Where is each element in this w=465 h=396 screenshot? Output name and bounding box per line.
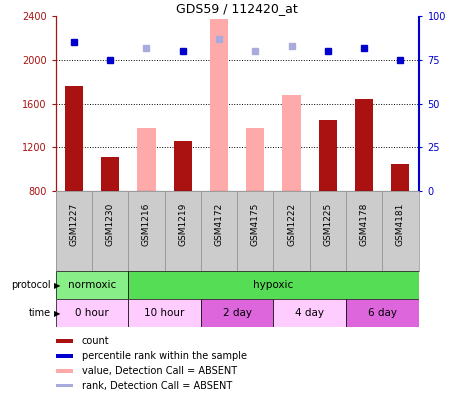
Bar bbox=[137, 128, 155, 191]
Text: normoxic: normoxic bbox=[68, 280, 116, 290]
Bar bbox=[56, 339, 73, 343]
Text: rank, Detection Call = ABSENT: rank, Detection Call = ABSENT bbox=[82, 381, 232, 390]
Bar bbox=[101, 157, 119, 191]
Title: GDS59 / 112420_at: GDS59 / 112420_at bbox=[176, 2, 298, 15]
Bar bbox=[319, 120, 337, 191]
Text: GSM1222: GSM1222 bbox=[287, 203, 296, 246]
Text: hypoxic: hypoxic bbox=[253, 280, 293, 290]
Text: count: count bbox=[82, 336, 109, 346]
Text: protocol: protocol bbox=[12, 280, 51, 290]
Text: GSM4175: GSM4175 bbox=[251, 203, 260, 246]
Text: GSM1219: GSM1219 bbox=[178, 203, 187, 246]
Bar bbox=[273, 299, 346, 327]
Text: ▶: ▶ bbox=[53, 280, 60, 289]
Bar bbox=[210, 19, 228, 191]
Text: GSM4172: GSM4172 bbox=[214, 203, 224, 246]
Text: GSM4178: GSM4178 bbox=[359, 203, 369, 246]
Bar bbox=[56, 299, 128, 327]
Text: 6 day: 6 day bbox=[368, 308, 397, 318]
Text: value, Detection Call = ABSENT: value, Detection Call = ABSENT bbox=[82, 366, 237, 376]
Text: time: time bbox=[29, 308, 51, 318]
Bar bbox=[128, 271, 418, 299]
Text: GSM1227: GSM1227 bbox=[69, 203, 79, 246]
Bar bbox=[128, 299, 201, 327]
Text: GSM1225: GSM1225 bbox=[323, 203, 332, 246]
Text: 10 hour: 10 hour bbox=[145, 308, 185, 318]
Text: 2 day: 2 day bbox=[223, 308, 252, 318]
Bar bbox=[346, 299, 418, 327]
Bar bbox=[65, 86, 83, 191]
Text: GSM1230: GSM1230 bbox=[106, 203, 115, 246]
Text: GSM4181: GSM4181 bbox=[396, 203, 405, 246]
Bar bbox=[173, 141, 192, 191]
Bar bbox=[201, 299, 273, 327]
Bar bbox=[56, 354, 73, 358]
Bar bbox=[282, 95, 300, 191]
Text: ▶: ▶ bbox=[53, 308, 60, 318]
Bar bbox=[56, 369, 73, 373]
Text: 0 hour: 0 hour bbox=[75, 308, 109, 318]
Text: GSM1216: GSM1216 bbox=[142, 203, 151, 246]
Bar bbox=[246, 128, 264, 191]
Text: 4 day: 4 day bbox=[295, 308, 324, 318]
Text: percentile rank within the sample: percentile rank within the sample bbox=[82, 351, 247, 361]
Bar bbox=[56, 271, 128, 299]
Bar bbox=[391, 164, 409, 191]
Bar bbox=[56, 384, 73, 388]
Bar bbox=[355, 99, 373, 191]
